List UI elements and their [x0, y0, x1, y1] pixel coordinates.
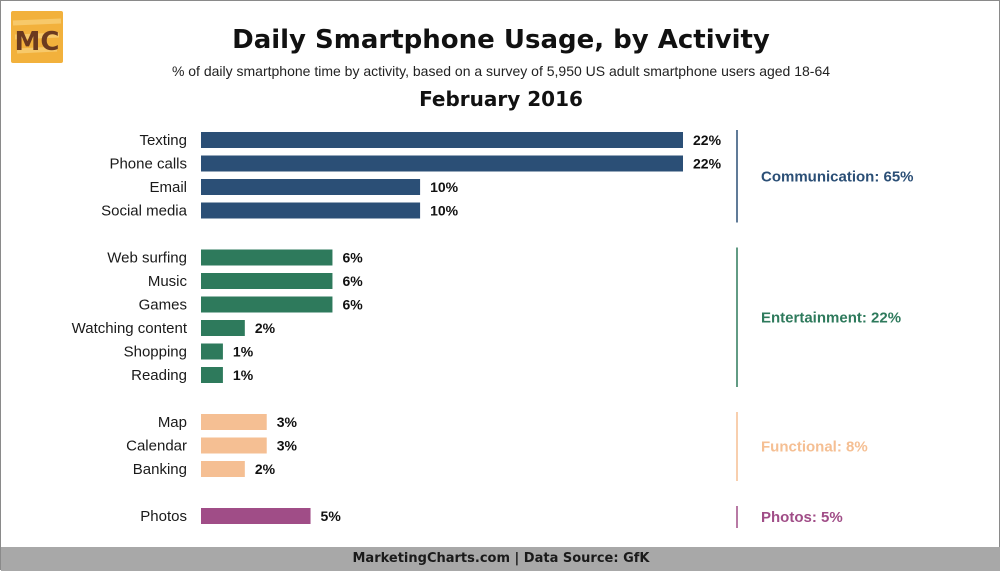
category-label-social-media: Social media: [101, 203, 188, 220]
value-label-photos: 5%: [321, 508, 342, 524]
category-label-phone-calls: Phone calls: [109, 156, 187, 173]
value-label-banking: 2%: [255, 461, 276, 477]
bar-phone-calls: [201, 155, 683, 172]
category-label-banking: Banking: [133, 461, 187, 478]
value-label-social-media: 10%: [430, 203, 459, 219]
category-label-email: Email: [149, 179, 187, 196]
group-label-photos: Photos: 5%: [761, 509, 843, 526]
category-label-photos: Photos: [140, 508, 187, 525]
value-label-shopping: 1%: [233, 344, 254, 360]
value-label-email: 10%: [430, 179, 459, 195]
category-label-games: Games: [139, 297, 187, 314]
bar-photos: [201, 508, 311, 524]
value-label-music: 6%: [342, 273, 363, 289]
category-label-map: Map: [158, 414, 187, 431]
group-label-entertainment: Entertainment: 22%: [761, 309, 901, 326]
category-label-calendar: Calendar: [126, 438, 187, 455]
bar-web-surfing: [201, 249, 333, 266]
group-label-functional: Functional: 8%: [761, 439, 868, 456]
chart-period: February 2016: [419, 87, 583, 111]
bar-email: [201, 179, 421, 195]
value-label-calendar: 3%: [277, 438, 298, 454]
bar-reading: [201, 367, 223, 383]
bar-map: [201, 414, 267, 430]
bar-shopping: [201, 343, 223, 360]
bar-games: [201, 296, 333, 313]
bar-banking: [201, 461, 245, 477]
category-label-web-surfing: Web surfing: [107, 250, 187, 267]
value-label-watching-content: 2%: [255, 320, 276, 336]
chart-title: Daily Smartphone Usage, by Activity: [232, 25, 770, 55]
value-label-texting: 22%: [693, 132, 722, 148]
value-label-reading: 1%: [233, 367, 254, 383]
value-label-web-surfing: 6%: [342, 250, 363, 266]
bar-music: [201, 273, 333, 289]
bar-chart: Texting 22% Phone calls 22% Email 10% Social m…: [72, 130, 914, 528]
value-label-games: 6%: [342, 297, 363, 313]
footer-source: MarketingCharts.com | Data Source: GfK: [1, 547, 1000, 571]
bar-social-media: [201, 202, 421, 219]
category-label-reading: Reading: [131, 367, 187, 384]
category-label-texting: Texting: [139, 132, 187, 149]
category-label-shopping: Shopping: [124, 344, 187, 361]
logo-text: MC: [15, 27, 60, 57]
category-label-watching-content: Watching content: [72, 320, 188, 337]
bar-watching-content: [201, 320, 245, 336]
marketingcharts-logo: MC: [11, 11, 63, 63]
group-label-communication: Communication: 65%: [761, 168, 914, 185]
chart-subtitle: % of daily smartphone time by activity, …: [171, 63, 831, 79]
bar-calendar: [201, 437, 267, 454]
value-label-phone-calls: 22%: [693, 156, 722, 172]
bar-texting: [201, 132, 683, 148]
category-label-music: Music: [148, 273, 188, 290]
value-label-map: 3%: [277, 414, 298, 430]
